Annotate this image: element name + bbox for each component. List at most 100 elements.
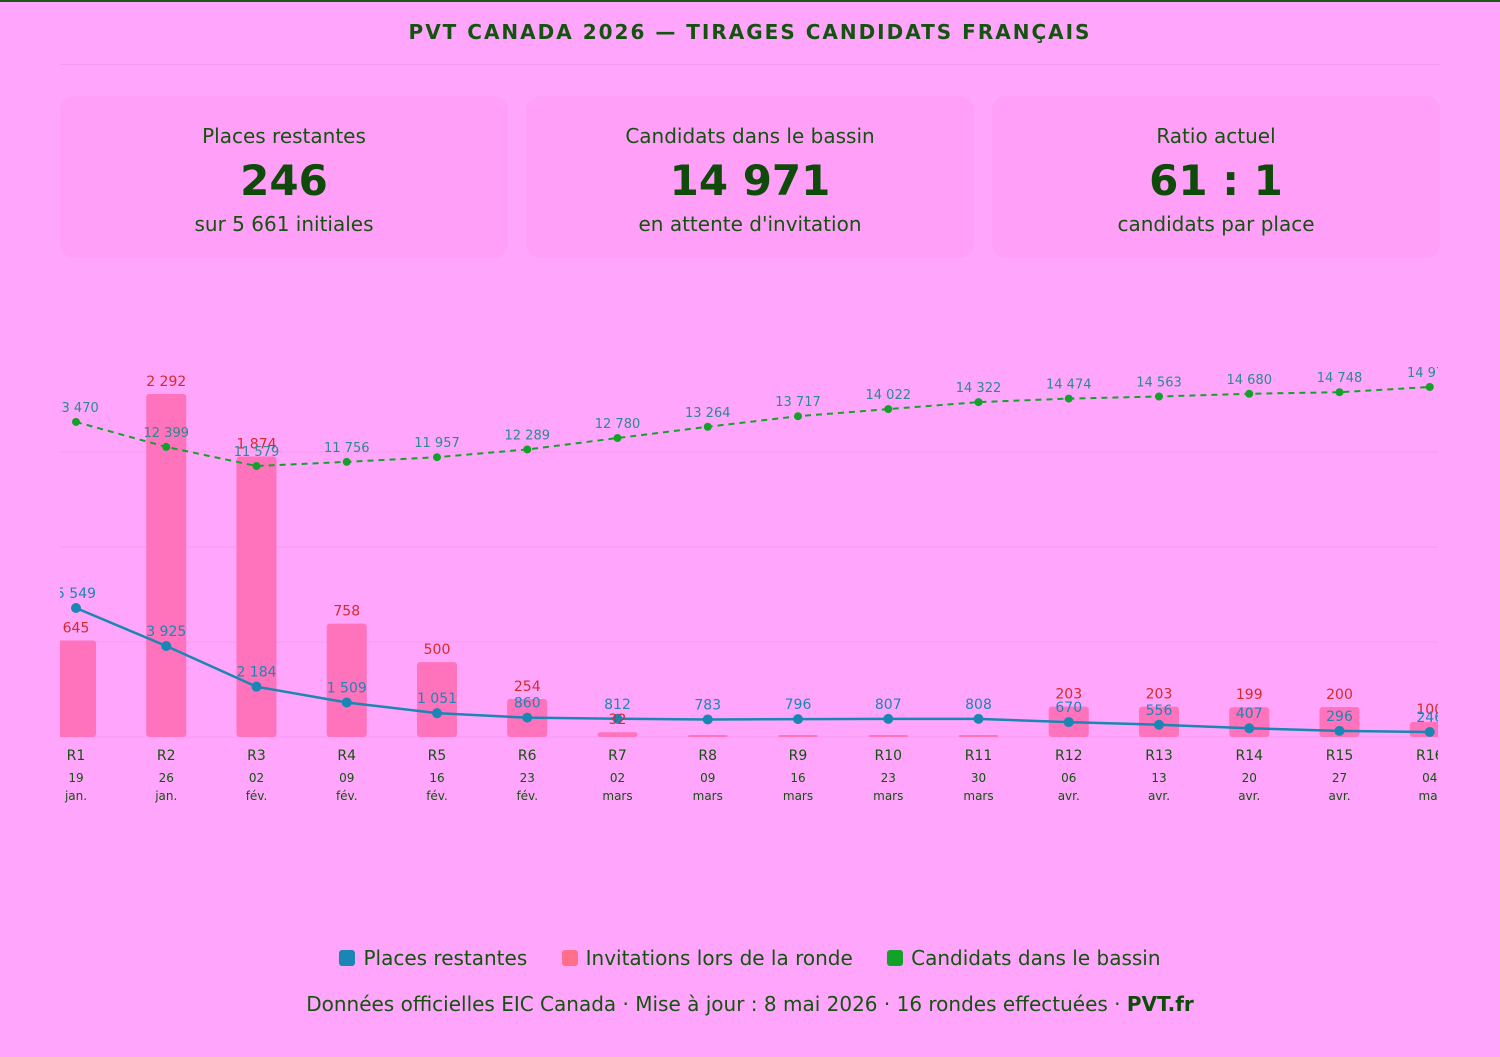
places-label: 812 bbox=[604, 697, 631, 713]
places-label: 5 549 bbox=[56, 586, 96, 602]
places-point bbox=[612, 713, 623, 724]
bassin-point bbox=[1245, 389, 1254, 398]
legend-bassin-swatch bbox=[887, 949, 904, 966]
bassin-card: Candidats dans le bassin 14 971 en atten… bbox=[526, 96, 974, 258]
x-tick-month: jan. bbox=[154, 789, 177, 803]
places-card: Places restantes 246 sur 5 661 initiales bbox=[60, 96, 508, 258]
invitation-bar bbox=[868, 735, 909, 737]
invitation-bar bbox=[958, 735, 999, 737]
x-tick-round: R11 bbox=[965, 748, 993, 764]
places-point bbox=[1424, 727, 1435, 737]
places-point bbox=[1154, 719, 1164, 730]
bassin-point bbox=[1064, 394, 1073, 403]
places-label: 296 bbox=[1326, 709, 1353, 725]
places-label: 246 bbox=[1416, 710, 1443, 726]
x-tick-round: R10 bbox=[874, 748, 902, 764]
bassin-point bbox=[974, 398, 983, 407]
invitation-label: 200 bbox=[1326, 687, 1353, 703]
legend-invitations-label: Invitations lors de la ronde bbox=[585, 945, 853, 970]
bassin-point bbox=[523, 445, 532, 454]
x-tick-day: 27 bbox=[1332, 771, 1347, 785]
x-tick-day: 23 bbox=[881, 771, 896, 785]
places-line bbox=[75, 606, 1430, 734]
legend-invitations-swatch bbox=[561, 949, 578, 966]
places-label: 556 bbox=[1146, 703, 1173, 719]
invitation-bar bbox=[417, 662, 457, 737]
x-tick-round: R3 bbox=[247, 748, 266, 764]
x-tick-month: avr. bbox=[1238, 789, 1260, 803]
bassin-label: 14 022 bbox=[866, 388, 912, 403]
ratio-card: Ratio actuel 61 : 1 candidats par place bbox=[992, 96, 1440, 258]
places-card-sub: sur 5 661 initiales bbox=[194, 212, 374, 236]
legend-places[interactable]: Places restantes bbox=[339, 946, 527, 970]
x-tick-month: mai bbox=[1419, 789, 1441, 803]
x-tick-month: mars bbox=[963, 789, 993, 803]
x-tick-round: R9 bbox=[789, 748, 808, 764]
footer: Données officielles EIC Canada · Mise à … bbox=[0, 992, 1500, 1016]
places-point bbox=[1244, 723, 1255, 734]
x-tick-day: 06 bbox=[1061, 771, 1076, 785]
places-label: 860 bbox=[514, 696, 541, 712]
x-tick-round: R12 bbox=[1055, 748, 1083, 764]
places-point bbox=[973, 713, 984, 724]
invitation-bar bbox=[597, 732, 638, 737]
bassin-line bbox=[75, 386, 1430, 468]
places-point bbox=[341, 697, 352, 708]
bassin-label: 12 399 bbox=[144, 426, 190, 441]
invitation-label: 645 bbox=[63, 620, 90, 636]
bassin-point bbox=[1335, 388, 1344, 397]
places-label: 796 bbox=[785, 697, 812, 713]
bassin-label: 14 322 bbox=[956, 381, 1002, 396]
x-tick-round: R8 bbox=[698, 748, 717, 764]
bassin-label: 13 717 bbox=[775, 395, 821, 410]
places-card-value: 246 bbox=[240, 156, 328, 205]
places-label: 2 184 bbox=[236, 665, 276, 681]
places-point bbox=[793, 714, 803, 725]
x-tick-round: R13 bbox=[1145, 748, 1173, 764]
places-point bbox=[432, 708, 442, 719]
bassin-point bbox=[613, 434, 622, 443]
invitation-label: 100 bbox=[1416, 702, 1443, 718]
invitation-label: 2 292 bbox=[146, 374, 186, 390]
invitation-bar bbox=[778, 735, 818, 737]
invitation-bar bbox=[236, 456, 277, 737]
x-tick-day: 30 bbox=[971, 771, 986, 785]
bassin-card-sub: en attente d'invitation bbox=[638, 212, 862, 236]
bassin-label: 13 264 bbox=[685, 406, 731, 421]
footer-brand[interactable]: PVT.fr bbox=[1126, 992, 1194, 1016]
x-tick-month: mars bbox=[783, 789, 813, 803]
invitation-label: 500 bbox=[424, 642, 451, 658]
bassin-point bbox=[1425, 383, 1434, 391]
x-tick-day: 19 bbox=[68, 771, 83, 785]
x-tick-day: 02 bbox=[249, 771, 264, 785]
places-point bbox=[161, 640, 172, 651]
x-tick-month: fév. bbox=[516, 789, 538, 803]
places-label: 783 bbox=[694, 697, 721, 713]
ratio-card-value: 61 : 1 bbox=[1149, 156, 1283, 205]
x-tick-day: 13 bbox=[1151, 771, 1166, 785]
bassin-card-label: Candidats dans le bassin bbox=[625, 124, 875, 148]
invitation-label: 203 bbox=[1146, 687, 1173, 703]
invitation-bar bbox=[60, 640, 96, 737]
places-point bbox=[1063, 717, 1074, 728]
legend-invitations[interactable]: Invitations lors de la ronde bbox=[561, 945, 853, 970]
bassin-point bbox=[1155, 392, 1163, 401]
x-tick-round: R7 bbox=[608, 748, 627, 764]
bassin-point bbox=[433, 453, 441, 462]
places-point bbox=[251, 681, 262, 692]
bassin-label: 12 780 bbox=[595, 417, 641, 432]
bassin-label: 11 579 bbox=[234, 445, 280, 460]
x-tick-day: 04 bbox=[1422, 771, 1437, 785]
x-tick-day: 23 bbox=[520, 771, 535, 785]
bassin-point bbox=[703, 422, 712, 431]
x-tick-day: 20 bbox=[1242, 771, 1257, 785]
bassin-label: 11 756 bbox=[324, 441, 370, 456]
bassin-point bbox=[162, 442, 171, 451]
x-tick-day: 16 bbox=[790, 771, 805, 785]
footer-text: Données officielles EIC Canada · Mise à … bbox=[306, 992, 1127, 1016]
places-point bbox=[883, 713, 894, 724]
invitation-label: 203 bbox=[1055, 687, 1082, 703]
x-tick-round: R2 bbox=[157, 748, 176, 764]
legend-bassin[interactable]: Candidats dans le bassin bbox=[887, 946, 1161, 970]
